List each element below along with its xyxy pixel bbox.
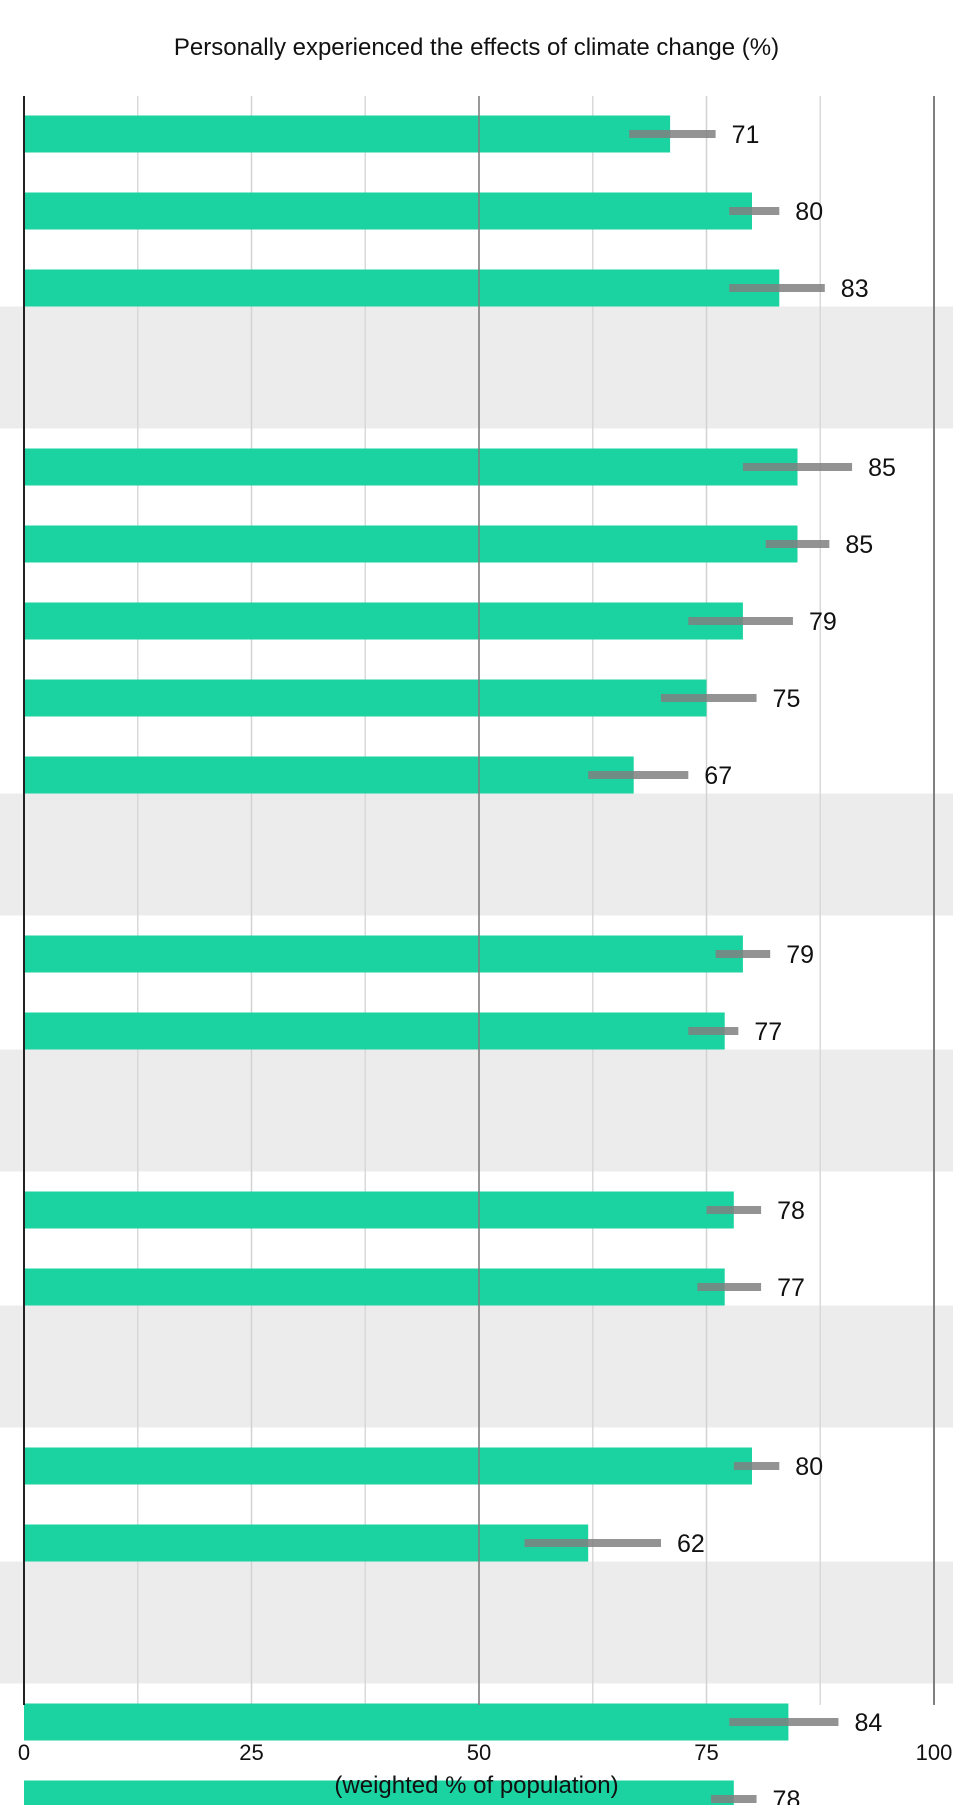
x-tick-label: 25	[239, 1740, 263, 1765]
bar	[24, 448, 798, 486]
x-axis-label: (weighted % of population)	[334, 1772, 619, 1799]
group-separator-band	[0, 306, 953, 429]
bar	[24, 602, 743, 640]
bar	[24, 1524, 589, 1562]
value-label: 71	[732, 121, 760, 149]
bar	[24, 525, 798, 563]
value-label: 78	[777, 1197, 805, 1225]
value-label: 80	[795, 198, 823, 226]
value-label: 77	[754, 1018, 782, 1046]
value-label: 67	[704, 762, 732, 790]
bar	[24, 269, 780, 307]
bar	[24, 192, 752, 230]
value-label: 75	[773, 685, 801, 713]
value-label: 62	[677, 1530, 705, 1558]
value-label: 79	[786, 941, 814, 969]
chart-title: Personally experienced the effects of cl…	[173, 34, 780, 61]
bar	[24, 679, 707, 717]
x-tick-label: 0	[18, 1740, 30, 1765]
bar	[24, 935, 743, 973]
value-label: 77	[777, 1274, 805, 1302]
value-label: 85	[868, 454, 896, 482]
value-label: 78	[773, 1786, 801, 1805]
x-tick-label: 100	[916, 1740, 953, 1765]
group-separator-band	[0, 1049, 953, 1172]
value-label: 85	[845, 531, 873, 559]
value-label: 79	[809, 608, 837, 636]
bar	[24, 1703, 789, 1741]
value-label: 80	[795, 1453, 823, 1481]
group-separator-band	[0, 1561, 953, 1684]
bar	[24, 1268, 725, 1306]
bar	[24, 1780, 734, 1805]
value-label: 84	[854, 1709, 882, 1737]
bar	[24, 1012, 725, 1050]
bar	[24, 1191, 734, 1229]
bar	[24, 115, 671, 153]
bar	[24, 756, 634, 794]
value-label: 83	[841, 275, 869, 303]
x-tick-label: 50	[467, 1740, 491, 1765]
x-tick-label: 75	[694, 1740, 718, 1765]
group-separator-band	[0, 793, 953, 916]
group-separator-band	[0, 1305, 953, 1428]
bar	[24, 1447, 752, 1485]
